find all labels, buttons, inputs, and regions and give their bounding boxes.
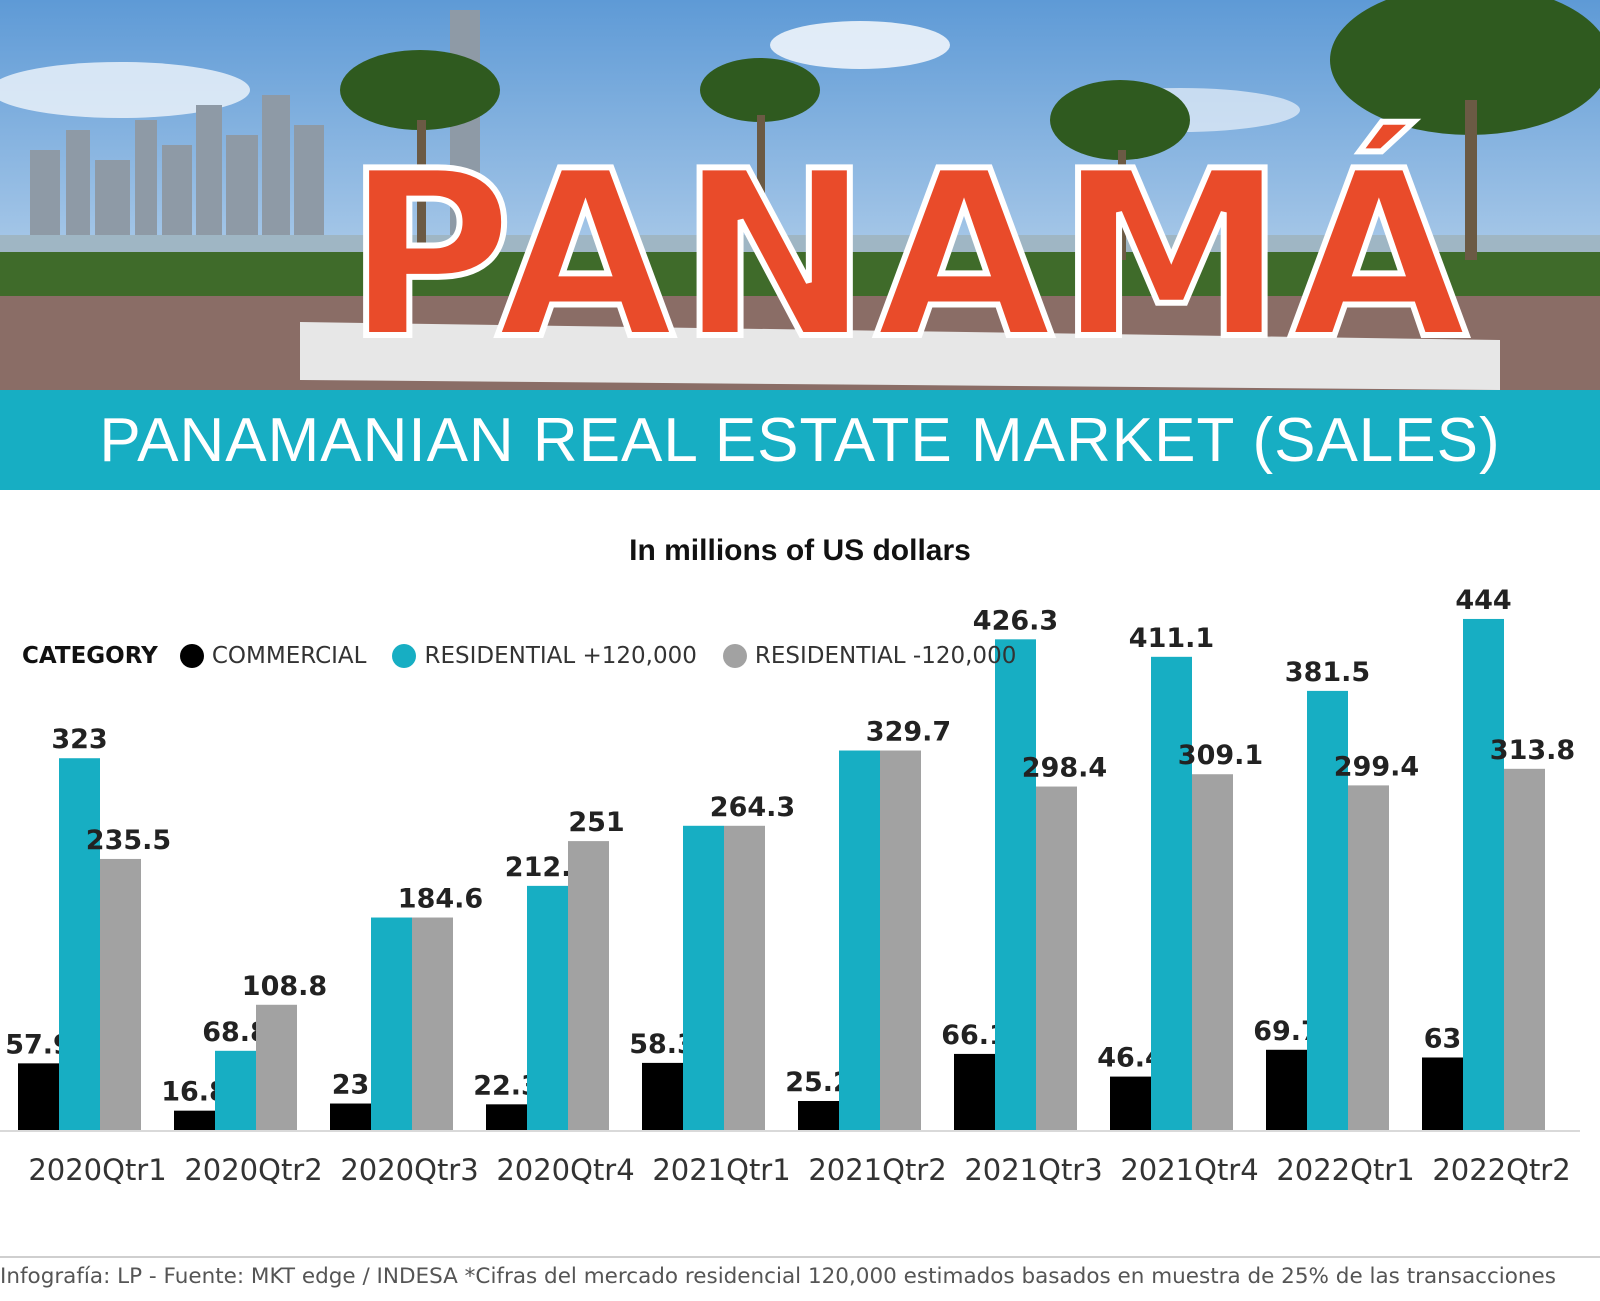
bar-residential-plus-2022Qtr1 xyxy=(1307,690,1348,1130)
bar-residential-plus-2021Qtr1 xyxy=(683,825,724,1130)
bar-residential-minus-2021Qtr2 xyxy=(880,750,921,1130)
legend-label-commercial: COMMERCIAL xyxy=(211,643,367,669)
data-label-residential-minus-2020Qtr3: 184.6 xyxy=(398,884,483,915)
bar-commercial-2021Qtr4 xyxy=(1110,1076,1151,1130)
bar-commercial-2022Qtr1 xyxy=(1266,1049,1307,1130)
data-label-residential-minus-2022Qtr2: 313.8 xyxy=(1490,735,1575,766)
data-label-residential-plus-2022Qtr1: 381.5 xyxy=(1285,657,1370,688)
chart-canvas: 57.9323235.52020Qtr116.868.8108.82020Qtr… xyxy=(0,585,1580,1187)
panama-sign-photo: PANAMÁ xyxy=(0,0,1600,390)
bar-residential-plus-2020Qtr4 xyxy=(527,885,568,1130)
bar-commercial-2020Qtr4 xyxy=(486,1104,527,1130)
category-label-2022Qtr2: 2022Qtr2 xyxy=(1432,1153,1570,1187)
bar-commercial-2021Qtr1 xyxy=(642,1062,683,1130)
category-label-2020Qtr2: 2020Qtr2 xyxy=(184,1153,322,1187)
legend-item-residential-plus: RESIDENTIAL +120,000 xyxy=(392,643,697,669)
bar-residential-minus-2020Qtr4 xyxy=(568,841,609,1130)
bar-commercial-2020Qtr2 xyxy=(174,1110,215,1130)
legend-label-residential-minus: RESIDENTIAL -120,000 xyxy=(754,643,1017,669)
category-label-2020Qtr3: 2020Qtr3 xyxy=(340,1153,478,1187)
panama-sign-letters: PANAMÁ xyxy=(345,121,1472,390)
legend-dot-residential-minus xyxy=(722,644,747,668)
legend-item-residential-minus: RESIDENTIAL -120,000 xyxy=(722,643,1017,669)
legend-dot-residential-plus xyxy=(392,644,417,668)
bar-residential-minus-2022Qtr2 xyxy=(1504,768,1545,1130)
bar-chart: 57.9 323 235.5 2020Qtr1 16.8 68.8 108.8 2020Qtr… xyxy=(0,490,1600,1250)
bar-residential-plus-2022Qtr2 xyxy=(1463,618,1504,1130)
category-label-2022Qtr1: 2022Qtr1 xyxy=(1276,1153,1414,1187)
bar-residential-minus-2021Qtr4 xyxy=(1192,774,1233,1130)
category-label-2021Qtr1: 2021Qtr1 xyxy=(652,1153,790,1187)
bar-residential-plus-2020Qtr3 xyxy=(371,917,412,1130)
data-label-residential-minus-2020Qtr2: 108.8 xyxy=(242,971,327,1002)
data-label-residential-plus-2020Qtr1: 323 xyxy=(51,724,107,755)
page-title: PANAMANIAN REAL ESTATE MARKET (SALES) xyxy=(99,405,1501,475)
data-label-residential-plus-2021Qtr4: 411.1 xyxy=(1129,623,1214,654)
bar-residential-minus-2020Qtr2 xyxy=(256,1004,297,1130)
category-label-2021Qtr4: 2021Qtr4 xyxy=(1120,1153,1258,1187)
bar-residential-minus-2022Qtr1 xyxy=(1348,785,1389,1130)
legend-label-residential-plus: RESIDENTIAL +120,000 xyxy=(424,643,697,669)
category-label-2020Qtr1: 2020Qtr1 xyxy=(28,1153,166,1187)
bar-residential-plus-2021Qtr3 xyxy=(995,639,1036,1130)
chart-legend: CATEGORY COMMERCIAL RESIDENTIAL +120,000… xyxy=(22,638,1042,674)
legend-item-commercial: COMMERCIAL xyxy=(179,643,367,669)
bar-commercial-2021Qtr2 xyxy=(798,1100,839,1130)
data-label-residential-minus-2021Qtr1: 264.3 xyxy=(710,792,795,823)
bar-residential-minus-2021Qtr3 xyxy=(1036,786,1077,1130)
data-label-residential-minus-2020Qtr1: 235.5 xyxy=(86,825,171,856)
title-banner: PANAMANIAN REAL ESTATE MARKET (SALES) xyxy=(0,390,1600,490)
bar-residential-minus-2020Qtr1 xyxy=(100,858,141,1130)
bar-residential-minus-2020Qtr3 xyxy=(412,917,453,1130)
legend-title: CATEGORY xyxy=(22,643,158,669)
data-label-residential-minus-2020Qtr4: 251 xyxy=(568,807,624,838)
legend-dot-commercial xyxy=(179,644,204,668)
source-note: Infografía: LP - Fuente: MKT edge / INDE… xyxy=(0,1264,1556,1289)
bar-commercial-2020Qtr1 xyxy=(18,1063,59,1130)
category-label-2021Qtr3: 2021Qtr3 xyxy=(964,1153,1102,1187)
category-label-2020Qtr4: 2020Qtr4 xyxy=(496,1153,634,1187)
bar-residential-plus-2021Qtr2 xyxy=(839,750,880,1130)
data-label-residential-minus-2021Qtr2: 329.7 xyxy=(866,717,951,748)
footer-divider xyxy=(0,1256,1600,1258)
bar-commercial-2021Qtr3 xyxy=(954,1053,995,1130)
bar-residential-plus-2020Qtr2 xyxy=(215,1050,256,1130)
hero-photo: PANAMÁ xyxy=(0,0,1600,390)
data-label-residential-minus-2022Qtr1: 299.4 xyxy=(1334,751,1419,782)
bar-commercial-2020Qtr3 xyxy=(330,1103,371,1130)
category-label-2021Qtr2: 2021Qtr2 xyxy=(808,1153,946,1187)
bar-commercial-2022Qtr2 xyxy=(1422,1057,1463,1130)
data-label-residential-plus-2021Qtr3: 426.3 xyxy=(973,605,1058,636)
bar-residential-plus-2021Qtr4 xyxy=(1151,656,1192,1130)
data-label-residential-minus-2021Qtr4: 309.1 xyxy=(1178,740,1263,771)
bar-residential-plus-2020Qtr1 xyxy=(59,758,100,1130)
data-label-residential-plus-2022Qtr2: 444 xyxy=(1455,585,1511,616)
data-label-commercial-2020Qtr3: 23 xyxy=(332,1070,370,1101)
data-label-commercial-2022Qtr2: 63 xyxy=(1424,1023,1462,1054)
data-label-residential-minus-2021Qtr3: 298.4 xyxy=(1022,753,1107,784)
chart-subtitle: In millions of US dollars xyxy=(629,534,971,567)
bar-residential-minus-2021Qtr1 xyxy=(724,825,765,1130)
